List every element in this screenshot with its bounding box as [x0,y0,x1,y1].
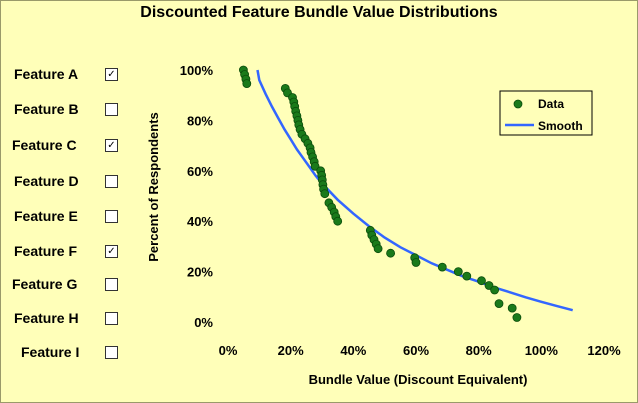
legend-data-marker [513,99,523,109]
feature-row: Feature E [0,206,125,226]
y-tick-label: 60% [187,164,213,179]
feature-checkbox[interactable] [105,278,118,291]
chart-title: Discounted Feature Bundle Value Distribu… [140,4,498,21]
data-point [507,303,517,313]
data-point [411,258,421,267]
data-point [333,216,343,226]
smooth-series [256,69,574,312]
x-tick-label: 60% [403,343,429,358]
data-point [386,248,396,258]
feature-row: Feature H [0,308,125,328]
y-tick-label: 40% [187,214,213,229]
data-point [462,271,472,281]
feature-label: Feature I [21,344,80,360]
feature-checkbox[interactable]: ✓ [105,139,118,152]
feature-checkbox[interactable]: ✓ [105,68,118,81]
y-tick-label: 80% [187,113,213,128]
x-tick-label: 20% [278,343,304,358]
feature-row: Feature I [0,342,125,362]
feature-checkbox[interactable] [105,346,118,359]
data-point [373,244,383,254]
feature-row: Feature G [0,274,125,294]
feature-checkbox[interactable] [105,312,118,325]
data-point [494,299,504,309]
data-point [242,79,252,88]
feature-label: Feature C [12,137,77,153]
feature-row: Feature C ✓ [0,135,125,155]
data-point [477,276,486,286]
y-tick-label: 20% [187,265,213,280]
legend-entry-data: Data [538,97,564,111]
feature-row: Feature D [0,171,125,191]
feature-label: Feature A [14,66,79,82]
x-tick-label: 80% [466,343,492,358]
y-axis: 0% 20% 40% 60% 80% 100% [180,63,214,330]
data-point [490,285,500,295]
x-tick-label: 100% [525,343,559,358]
x-tick-label: 40% [340,343,366,358]
smooth-line [256,69,574,312]
y-tick-label: 0% [194,315,213,330]
data-point [512,313,522,322]
feature-checkbox[interactable]: ✓ [105,245,118,258]
x-tick-label: 0% [219,343,238,358]
feature-label: Feature F [14,243,78,259]
legend: Data Smooth [499,90,593,136]
legend-entry-smooth: Smooth [538,119,583,133]
x-tick-label: 120% [587,343,621,358]
x-axis-title: Bundle Value (Discount Equivalent) [309,372,528,387]
feature-checkbox[interactable] [105,103,118,116]
feature-label: Feature G [12,276,78,292]
legend-box [499,90,593,136]
x-axis: 0% 20% 40% 60% 80% 100% 120% [219,343,621,358]
data-point [453,267,463,277]
feature-label: Feature B [14,101,79,117]
feature-checkbox[interactable] [105,175,118,188]
data-point [437,262,447,272]
feature-row: Feature F ✓ [0,241,125,261]
feature-label: Feature E [14,208,78,224]
feature-row: Feature B [0,99,125,119]
data-series [238,65,522,322]
feature-label: Feature D [14,173,79,189]
y-axis-title: Percent of Respondents [146,112,161,262]
data-point [320,189,330,199]
feature-row: Feature A ✓ [0,64,125,84]
y-tick-label: 100% [180,63,214,78]
feature-label: Feature H [14,310,79,326]
feature-checkbox[interactable] [105,210,118,223]
